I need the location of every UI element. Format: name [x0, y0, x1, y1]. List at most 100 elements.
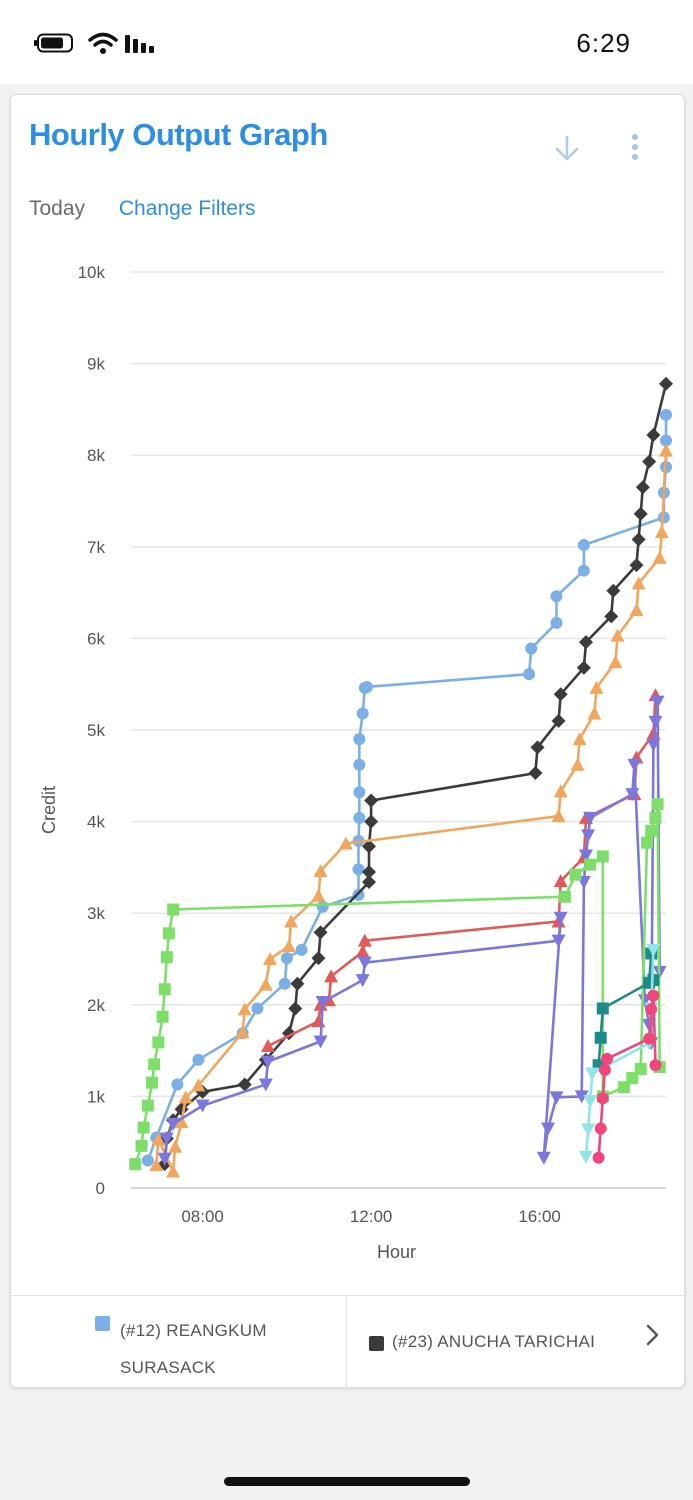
y-tick-label: 2k: [87, 996, 105, 1015]
series-9-point: [645, 1003, 658, 1016]
series-2-point: [362, 875, 377, 890]
series-6-point: [146, 1076, 159, 1089]
series-5-point: [258, 1078, 273, 1092]
series-3-point: [151, 1132, 166, 1146]
status-time: 6:29: [576, 28, 631, 58]
series-2-point: [553, 687, 568, 702]
series-1-point: [171, 1078, 184, 1091]
series-3-point: [589, 680, 604, 694]
more-vertical-icon[interactable]: [625, 131, 645, 163]
series-5-point: [166, 1117, 181, 1131]
series-6-point: [162, 927, 175, 940]
home-indicator[interactable]: [224, 1477, 470, 1486]
series-3-point: [570, 757, 585, 771]
series-6-point: [651, 798, 664, 811]
series-2-point: [659, 376, 673, 391]
series-6-point: [137, 1121, 150, 1134]
series-6-point: [569, 868, 582, 881]
series-3-point: [610, 628, 625, 642]
series-3-point: [174, 1115, 189, 1129]
x-tick-label: 12:00: [350, 1207, 393, 1226]
series-2-point: [290, 976, 305, 991]
download-arrow-icon[interactable]: [551, 133, 583, 165]
series-3-point: [629, 603, 644, 617]
series-2-point: [281, 1026, 296, 1041]
y-tick-label: 0: [96, 1179, 105, 1198]
series-2-point: [364, 793, 379, 808]
series-5-point: [159, 1132, 174, 1146]
series-5-point: [157, 1152, 172, 1166]
series-3-point: [263, 952, 278, 965]
series-2-point: [646, 428, 661, 443]
series-9-point: [647, 989, 660, 1002]
series-3-point: [608, 655, 623, 669]
series-6-point: [148, 1058, 161, 1071]
legend-label-2: (#23) ANUCHA TARICHAI: [392, 1332, 596, 1351]
series-5-point: [551, 934, 566, 948]
series-9-point: [601, 1052, 614, 1065]
series-1-point: [251, 1002, 264, 1015]
page-title: Hourly Output Graph: [29, 117, 328, 152]
series-3-point: [311, 888, 326, 902]
series-1-point: [660, 434, 672, 447]
series-2-point: [530, 740, 545, 755]
series-3-point: [338, 836, 353, 850]
series-8-point: [646, 943, 661, 957]
series-2-point: [311, 951, 326, 966]
series-1-point: [316, 900, 329, 913]
series-4-point: [324, 969, 339, 983]
series-6-point: [135, 1139, 148, 1152]
signal-icon: [125, 35, 154, 53]
series-1-point: [141, 1154, 154, 1167]
series-2-point: [362, 839, 377, 854]
legend-item-1[interactable]: (#12) REANGKUM SURASACK: [11, 1296, 347, 1390]
series-1-point: [657, 511, 670, 524]
series-7-point: [596, 1002, 609, 1015]
filter-row: Today Change Filters: [29, 197, 255, 221]
series-4-line: [267, 695, 657, 1048]
series-2-point: [551, 713, 566, 728]
series-1-point: [550, 590, 563, 603]
hourly-output-card: Hourly Output Graph Today Change Filters…: [10, 94, 686, 1390]
series-2-point: [606, 583, 621, 598]
series-1-point: [278, 977, 291, 990]
chevron-right-icon[interactable]: [641, 1322, 663, 1348]
series-2-point: [362, 864, 377, 879]
series-5-point: [650, 695, 665, 709]
legend-item-2[interactable]: (#23) ANUCHA TARICHAI: [347, 1296, 637, 1390]
series-6-point: [152, 1036, 165, 1049]
series-3-point: [166, 1164, 181, 1178]
series-1-point: [280, 952, 293, 965]
series-1-point: [577, 538, 590, 551]
series-5-point: [583, 811, 598, 825]
series-4-point: [551, 914, 566, 928]
y-tick-label: 3k: [87, 904, 105, 923]
series-5-point: [581, 829, 596, 843]
series-3-point: [551, 809, 566, 823]
series-6-point: [129, 1158, 142, 1171]
series-5-point: [315, 996, 330, 1010]
series-5-point: [195, 1099, 210, 1113]
series-5-line: [163, 700, 661, 1160]
x-tick-label: 16:00: [518, 1207, 561, 1226]
series-5-point: [648, 715, 663, 729]
series-5-point: [553, 911, 568, 925]
series-3-point: [553, 784, 568, 798]
series-1-point: [550, 616, 563, 629]
y-tick-label: 9k: [87, 355, 105, 374]
series-1-point: [356, 707, 369, 720]
series-5-point: [541, 1122, 556, 1136]
y-tick-label: 8k: [87, 446, 105, 465]
y-tick-label: 6k: [87, 629, 105, 648]
series-3-line: [155, 450, 668, 1173]
change-filters-link[interactable]: Change Filters: [118, 197, 256, 220]
series-2-point: [635, 480, 650, 495]
series-6-point: [156, 1010, 169, 1023]
series-5-point: [625, 788, 640, 802]
series-2-point: [642, 454, 657, 469]
series-1-point: [525, 642, 538, 655]
series-9-point: [598, 1063, 611, 1076]
series-5-point: [549, 1091, 564, 1105]
filter-period: Today: [29, 197, 86, 220]
y-tick-label: 4k: [87, 813, 105, 832]
